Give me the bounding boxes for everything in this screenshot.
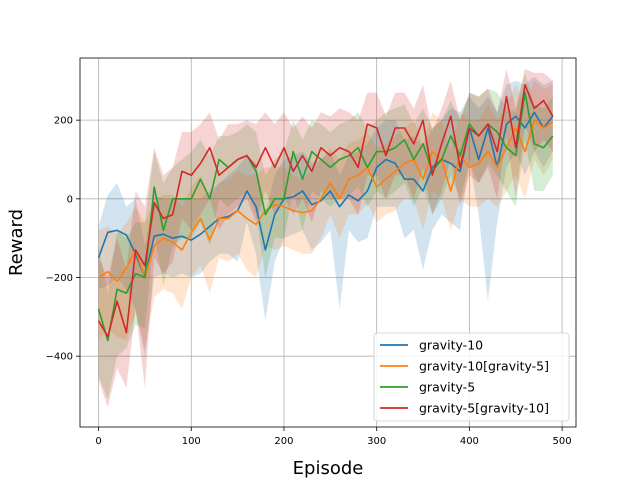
- y-tick-label: 0: [67, 194, 73, 205]
- legend-label: gravity-10[gravity-5]: [419, 359, 549, 374]
- legend: gravity-10 gravity-10[gravity-5] gravity-5…: [373, 332, 570, 422]
- x-tick-label: 200: [274, 436, 293, 447]
- axis-ticks: 0 100 200 300 400 500 −400 −200 0 200: [46, 116, 572, 447]
- series-lines: [97, 84, 554, 342]
- x-tick-label: 0: [95, 436, 101, 447]
- y-tick-label: −200: [46, 273, 73, 284]
- y-tick-label: −400: [46, 352, 73, 363]
- x-tick-label: 100: [182, 436, 201, 447]
- line-gravity-10-gravity-5: [98, 119, 554, 283]
- legend-box: [373, 332, 570, 422]
- x-axis-label: Episode: [293, 458, 364, 479]
- x-tick-label: 500: [553, 436, 572, 447]
- line-gravity-10: [97, 111, 554, 279]
- band-gravity-10: [98, 76, 553, 357]
- y-tick-label: 200: [54, 116, 73, 127]
- x-tick-label: 400: [460, 436, 479, 447]
- line-gravity-5-gravity-10: [97, 84, 554, 338]
- legend-label: gravity-5[gravity-10]: [419, 401, 549, 416]
- plot-area-frame: [79, 57, 577, 428]
- band-gravity-10-gravity-5: [98, 80, 553, 349]
- legend-label: gravity-5: [419, 380, 475, 395]
- legend-label: gravity-10: [419, 338, 483, 353]
- y-axis-label: Reward: [6, 209, 27, 276]
- x-tick-label: 300: [367, 436, 386, 447]
